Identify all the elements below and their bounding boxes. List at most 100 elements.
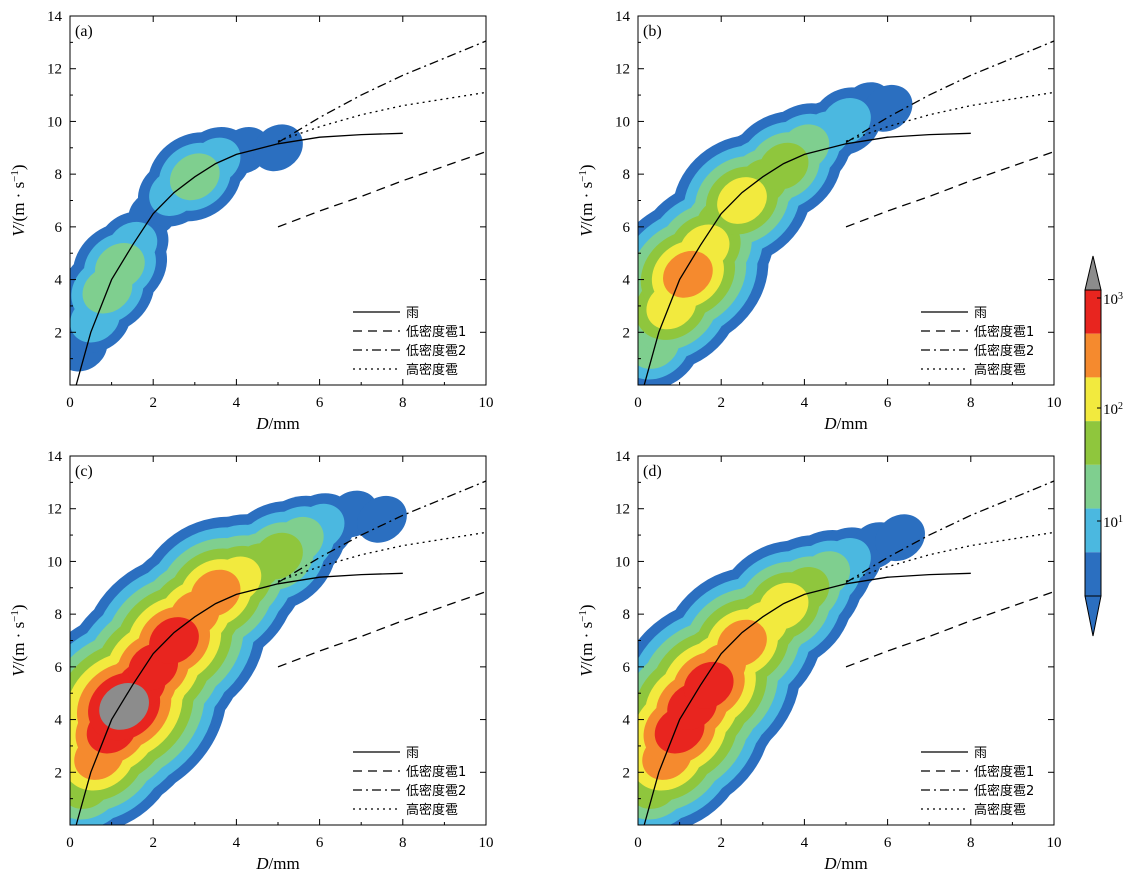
x-tick-label: 4 — [801, 395, 809, 411]
curve-solid — [643, 572, 971, 826]
colorbar-segment — [1085, 552, 1101, 596]
colorbar-segment — [1085, 508, 1101, 553]
y-tick-label: 10 — [615, 114, 630, 130]
x-tick-label: 0 — [634, 395, 642, 411]
density-cell — [99, 682, 149, 730]
curve-dashed — [845, 591, 1055, 668]
density-cell — [758, 142, 809, 190]
curve-dashdot — [845, 480, 1055, 584]
y-tick-label: 2 — [623, 325, 631, 341]
legend-label: 低密度雹1 — [974, 324, 1034, 340]
x-tick-label: 4 — [233, 395, 241, 411]
x-axis-title: D/mm — [255, 854, 299, 873]
x-tick-label: 10 — [479, 395, 494, 411]
curve-dotted — [277, 91, 487, 142]
y-tick-label: 4 — [623, 713, 631, 729]
curve-dotted — [845, 531, 1055, 582]
y-tick-label: 8 — [55, 167, 63, 183]
panel-c: 0 2 4 6 8 10 2 4 6 8 10 12 14 (c) D/mm V/(m · s−1) 雨低密度雹… — [9, 449, 494, 873]
curve-dashdot — [845, 40, 1055, 144]
y-tick-label: 2 — [55, 765, 63, 781]
x-tick-label: 10 — [479, 835, 494, 851]
panel-a: 0 2 4 6 8 10 2 4 6 8 10 12 14 (a) D/mm V/(m · s−1) 雨低密度雹… — [9, 9, 494, 433]
density-cell — [149, 617, 199, 664]
curve-dotted — [277, 531, 487, 582]
legend-label: 低密度雹1 — [974, 764, 1034, 780]
density-field — [70, 490, 407, 825]
legend-label: 雨 — [406, 746, 419, 761]
y-tick-label: 12 — [47, 502, 62, 518]
legend-label: 高密度雹 — [406, 802, 458, 818]
panel-b: 0 2 4 6 8 10 2 4 6 8 10 12 14 (b) D/mm V/(m · s−1) 雨低密度雹… — [577, 9, 1062, 433]
colorbar-tick-label: 101 — [1103, 514, 1123, 532]
y-axis-title: V/(m · s−1) — [9, 164, 28, 236]
density-cell — [875, 514, 925, 562]
density-level-7 — [99, 682, 149, 730]
colorbar-segment — [1085, 464, 1101, 509]
y-tick-label: 10 — [615, 554, 630, 570]
panel-d: 0 2 4 6 8 10 2 4 6 8 10 12 14 (d) D/mm V/(m · s−1) 雨低密度雹… — [577, 449, 1062, 873]
y-tick-label: 6 — [55, 660, 63, 676]
x-tick-label: 8 — [399, 395, 407, 411]
colorbar-bottom-extend — [1084, 595, 1102, 637]
density-cell — [190, 569, 241, 617]
y-tick-label: 12 — [47, 62, 62, 78]
density-cell — [862, 84, 913, 132]
density-cell — [253, 532, 303, 580]
y-tick-label: 4 — [55, 713, 63, 729]
y-tick-label: 14 — [615, 449, 631, 465]
legend-label: 雨 — [406, 306, 419, 321]
panel-label: (a) — [75, 23, 93, 40]
y-tick-label: 14 — [47, 9, 63, 25]
colorbar-segment — [1085, 333, 1101, 378]
legend-label: 高密度雹 — [974, 362, 1026, 378]
legend-label: 低密度雹2 — [974, 783, 1034, 799]
y-tick-label: 10 — [47, 114, 62, 130]
x-tick-label: 8 — [967, 395, 975, 411]
x-tick-label: 8 — [967, 835, 975, 851]
x-tick-label: 8 — [399, 835, 407, 851]
legend-label: 高密度雹 — [406, 362, 458, 378]
y-tick-label: 8 — [623, 167, 631, 183]
x-tick-label: 6 — [884, 835, 892, 851]
x-tick-label: 4 — [801, 835, 809, 851]
x-tick-label: 10 — [1047, 835, 1062, 851]
legend-label: 高密度雹 — [974, 802, 1026, 818]
legend-label: 低密度雹2 — [974, 343, 1034, 359]
x-tick-label: 6 — [884, 395, 892, 411]
panel-label: (b) — [643, 23, 662, 40]
curve-dashdot — [277, 480, 487, 584]
y-tick-label: 6 — [623, 660, 631, 676]
x-tick-label: 2 — [149, 835, 157, 851]
y-axis-title: V/(m · s−1) — [9, 604, 28, 676]
density-cell — [663, 250, 713, 298]
colorbar-frame — [1084, 289, 1102, 597]
y-tick-label: 6 — [55, 220, 63, 236]
density-cell — [253, 124, 303, 172]
density-level-6 — [654, 661, 734, 754]
y-tick-label: 12 — [615, 62, 630, 78]
density-field — [70, 124, 303, 372]
x-tick-label: 0 — [66, 395, 74, 411]
x-tick-label: 6 — [316, 835, 324, 851]
y-tick-label: 10 — [47, 554, 62, 570]
legend-label: 低密度雹1 — [406, 764, 466, 780]
curve-dashed — [845, 151, 1055, 228]
curve-dashed — [277, 151, 487, 228]
y-tick-label: 4 — [623, 273, 631, 289]
density-cell — [717, 619, 767, 667]
x-tick-label: 6 — [316, 395, 324, 411]
density-field — [638, 514, 925, 825]
colorbar-segment — [1085, 290, 1101, 334]
x-tick-label: 2 — [717, 395, 725, 411]
y-tick-label: 2 — [55, 325, 63, 341]
x-axis-title: D/mm — [255, 414, 299, 433]
x-axis-title: D/mm — [823, 854, 867, 873]
colorbar-tick-label: 103 — [1103, 291, 1123, 309]
legend-label: 低密度雹2 — [406, 343, 466, 359]
colorbar-tick-label: 102 — [1103, 401, 1123, 419]
colorbar-segment — [1085, 421, 1101, 465]
y-axis-title: V/(m · s−1) — [577, 604, 596, 676]
